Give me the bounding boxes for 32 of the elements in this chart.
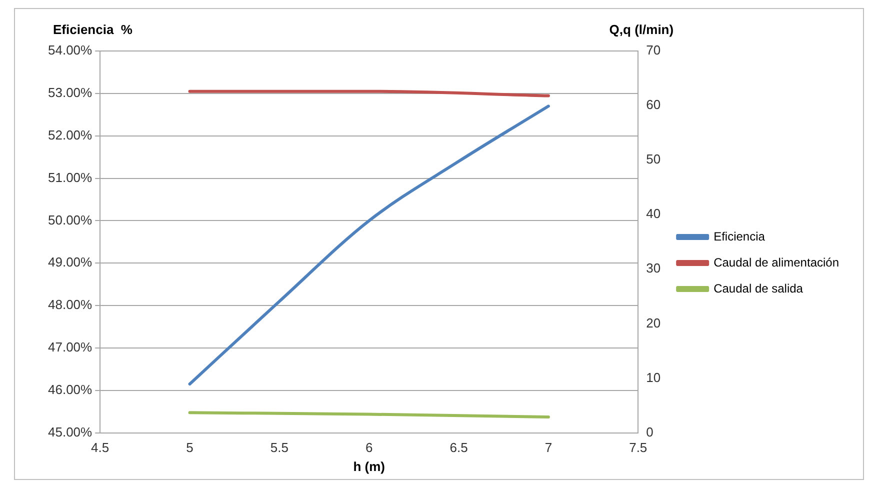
y-tick-label: 46.00%	[48, 382, 93, 397]
y2-tick-label: 0	[646, 424, 654, 440]
y-tick-label: 47.00%	[48, 340, 93, 355]
x-axis-title: h (m)	[353, 458, 385, 474]
y-tick-label: 45.00%	[48, 424, 93, 440]
y2-tick-label: 70	[646, 42, 661, 58]
y2-tick-label: 60	[646, 97, 661, 112]
x-tick-label: 7	[544, 440, 552, 456]
x-tick-label: 6.5	[450, 440, 468, 456]
y-tick-label: 54.00%	[48, 42, 93, 58]
y2-tick-label: 30	[646, 260, 661, 276]
y-tick-label: 51.00%	[48, 170, 93, 185]
y2-tick-label: 10	[646, 370, 661, 385]
x-tick-label: 5	[186, 440, 194, 456]
y-axis-title: Eficiencia %	[53, 22, 133, 38]
y-tick-label: 50.00%	[48, 212, 93, 228]
y2-axis-title: Q,q (l/min)	[609, 22, 674, 38]
x-tick-label: 6	[365, 440, 373, 456]
legend-label: Eficiencia	[714, 229, 766, 244]
y2-tick-label: 40	[646, 206, 661, 222]
legend-label: Caudal de salida	[714, 281, 804, 296]
y2-tick-label: 20	[646, 315, 661, 330]
y-tick-label: 48.00%	[48, 297, 93, 312]
y-tick-label: 52.00%	[48, 127, 93, 142]
y-tick-label: 49.00%	[48, 254, 93, 270]
legend-label: Caudal de alimentación	[714, 255, 840, 270]
y-tick-label: 53.00%	[48, 85, 93, 100]
x-tick-label: 7.5	[629, 440, 648, 456]
line-series	[188, 104, 550, 386]
y2-tick-label: 50	[646, 152, 661, 167]
x-tick-label: 4.5	[91, 440, 110, 456]
x-tick-label: 5.5	[270, 440, 288, 456]
